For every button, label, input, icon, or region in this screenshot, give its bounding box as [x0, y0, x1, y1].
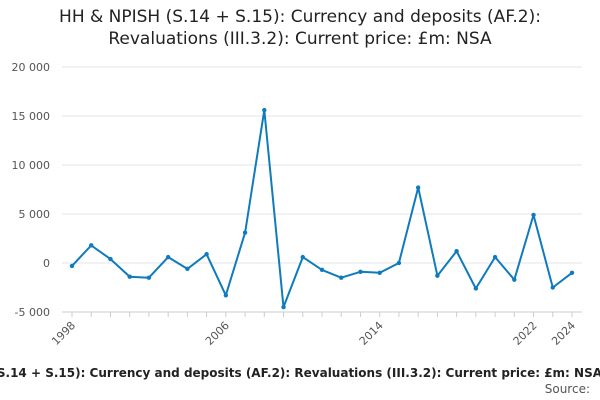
gridlines [62, 66, 582, 313]
data-point [108, 256, 113, 262]
y-tick-label: 20 000 [12, 61, 51, 74]
x-tick-label: 2022 [511, 319, 540, 348]
x-tick-label: 1998 [49, 319, 78, 348]
data-point [127, 274, 132, 279]
x-axis: 1998 2006 2014 2022 2024 [49, 311, 582, 348]
data-point [415, 185, 421, 190]
data-point [300, 254, 305, 260]
data-point [262, 107, 267, 113]
x-tick-label: 2024 [549, 319, 578, 348]
y-tick-label: -5 000 [15, 306, 50, 319]
chart-title: HH & NPISH (S.14 + S.15): Currency and d… [0, 6, 600, 50]
series-layer [69, 107, 575, 310]
y-tick-label: 0 [43, 257, 50, 270]
data-point [569, 270, 575, 275]
data-point [319, 267, 325, 273]
chart-title-line-1: HH & NPISH (S.14 + S.15): Currency and d… [59, 7, 541, 27]
data-point [435, 273, 440, 278]
data-point [146, 275, 152, 280]
data-point [512, 277, 517, 282]
data-point [473, 286, 479, 291]
data-point [492, 254, 498, 260]
data-point [223, 293, 229, 298]
data-point [531, 212, 536, 218]
chart-footer: HH & NPISH (S.14 + S.15): Currency and d… [0, 358, 600, 398]
data-point [204, 251, 209, 257]
y-axis: -5 000 0 5 000 10 000 15 000 20 000 [12, 61, 51, 319]
data-point [165, 254, 171, 260]
x-tick-label: 2006 [203, 319, 232, 348]
y-tick-label: 15 000 [12, 110, 51, 123]
data-point [550, 285, 555, 290]
y-tick-label: 10 000 [12, 159, 51, 172]
data-point [454, 249, 459, 254]
legend-entry: HH & NPISH (S.14 + S.15): Currency and d… [0, 366, 600, 380]
data-point [185, 266, 190, 272]
source-label: Source: [544, 382, 590, 396]
data-point [358, 269, 363, 275]
data-point [396, 260, 402, 266]
y-tick-label: 5 000 [19, 208, 51, 221]
data-point [242, 230, 248, 235]
data-point [339, 275, 344, 280]
data-point [281, 304, 286, 310]
chart-title-line-2: Revaluations (III.3.2): Current price: £… [108, 29, 492, 49]
x-tick-label: 2014 [357, 319, 386, 348]
data-point [377, 270, 382, 275]
data-point [69, 263, 75, 269]
data-point [89, 243, 94, 248]
